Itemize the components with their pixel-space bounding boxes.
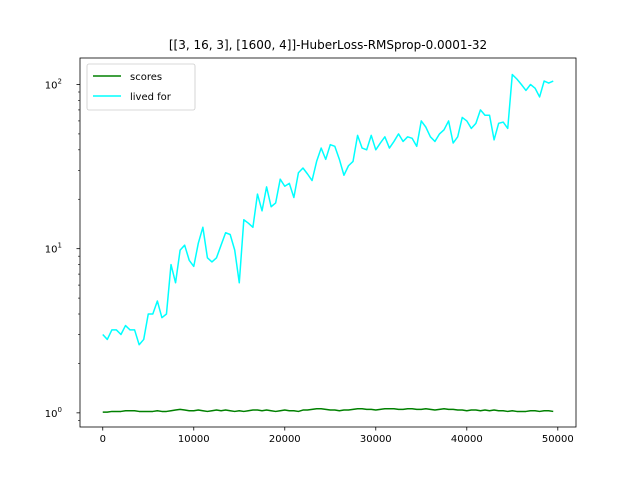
legend: scores lived for xyxy=(86,63,196,111)
axes: 0 10000 20000 30000 40000 50000 100 101 102 xyxy=(45,57,577,445)
series-line-0 xyxy=(102,407,554,413)
plot-area xyxy=(102,73,554,413)
chart-title: [[3, 16, 3], [1600, 4]]-HuberLoss-RMSpro… xyxy=(169,38,487,52)
y-tick-label: 101 xyxy=(45,242,62,256)
x-tick-label: 0 xyxy=(100,434,106,445)
x-tick-label: 40000 xyxy=(451,434,483,445)
x-tick-label: 30000 xyxy=(360,434,392,445)
y-tick-label: 102 xyxy=(45,77,62,91)
y-tick-label: 100 xyxy=(45,406,62,420)
x-tick-label: 10000 xyxy=(178,434,210,445)
x-tick-label: 50000 xyxy=(542,434,574,445)
legend-label-0: scores xyxy=(130,72,162,83)
legend-label-1: lived for xyxy=(130,92,172,103)
legend-box xyxy=(86,63,196,111)
series-line-1 xyxy=(102,73,554,346)
x-tick-label: 20000 xyxy=(269,434,301,445)
axes-frame xyxy=(79,57,577,428)
